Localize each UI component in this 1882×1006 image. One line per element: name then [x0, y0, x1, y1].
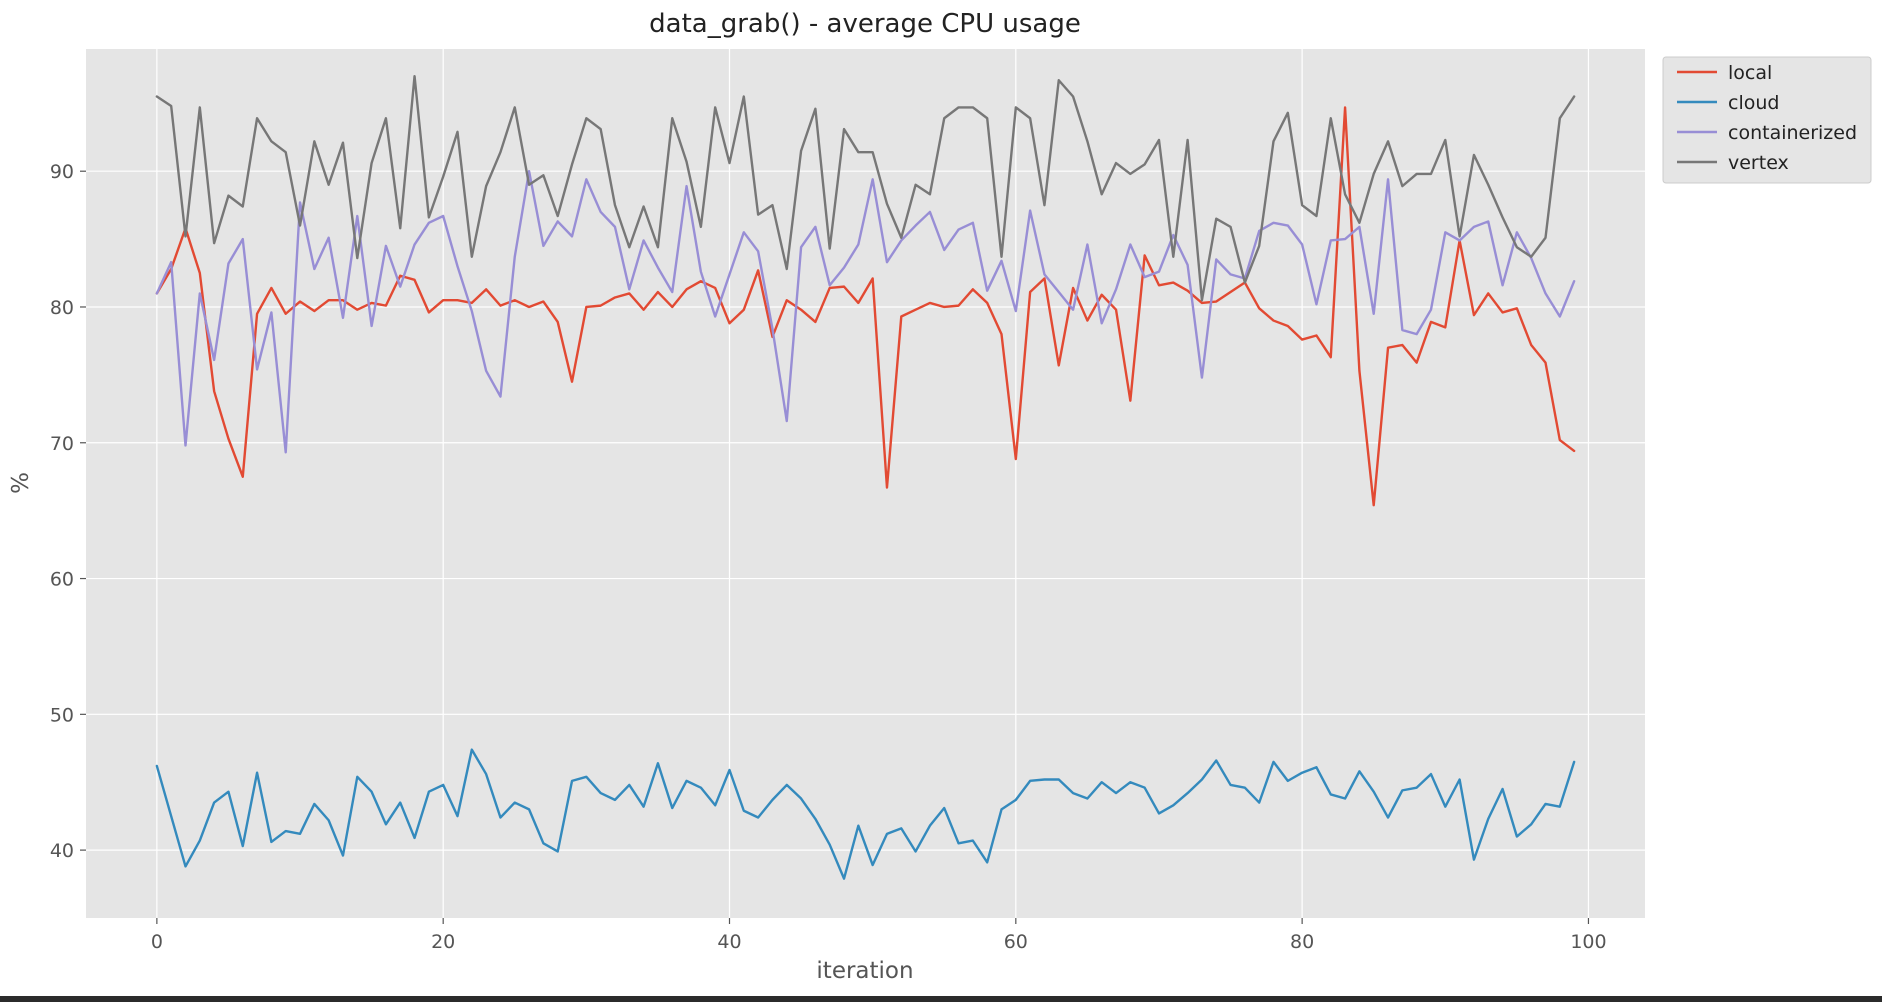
x-tick-label: 0: [151, 931, 163, 953]
legend-label-cloud: cloud: [1728, 92, 1779, 114]
tick-labels: 0 20 40 60 80 100 40 50 60 70 80 90: [50, 161, 1607, 953]
legend-items: local cloud containerized vertex: [1677, 62, 1857, 174]
legend-label-containerized: containerized: [1728, 122, 1857, 144]
x-tick-label: 80: [1290, 931, 1314, 953]
legend-label-vertex: vertex: [1728, 152, 1789, 174]
y-tick-label: 70: [50, 433, 74, 455]
grid-lines: [86, 49, 1645, 918]
series-line-vertex: [155, 74, 1576, 302]
legend: local cloud containerized vertex: [1662, 56, 1872, 184]
series-line-local: [155, 106, 1576, 507]
y-tick-label: 60: [50, 569, 74, 591]
legend-box: [1662, 56, 1872, 184]
y-axis-label: %: [8, 472, 34, 494]
x-tick-label: 100: [1570, 931, 1606, 953]
x-tick-label: 40: [717, 931, 741, 953]
chart-title: data_grab() - average CPU usage: [649, 9, 1081, 39]
x-axis-label: iteration: [816, 958, 913, 984]
series-line-cloud: [155, 748, 1576, 880]
series-line-containerized: [155, 169, 1576, 454]
y-tick-label: 90: [50, 161, 74, 183]
y-tick-label: 80: [50, 297, 74, 319]
y-tick-label: 50: [50, 704, 74, 726]
plot-area: [86, 49, 1645, 918]
y-tick-label: 40: [50, 840, 74, 862]
legend-label-local: local: [1728, 62, 1772, 84]
series-lines: [155, 74, 1576, 880]
x-tick-label: 20: [431, 931, 455, 953]
bottom-bar: [0, 996, 1882, 1002]
x-tick-label: 60: [1004, 931, 1028, 953]
